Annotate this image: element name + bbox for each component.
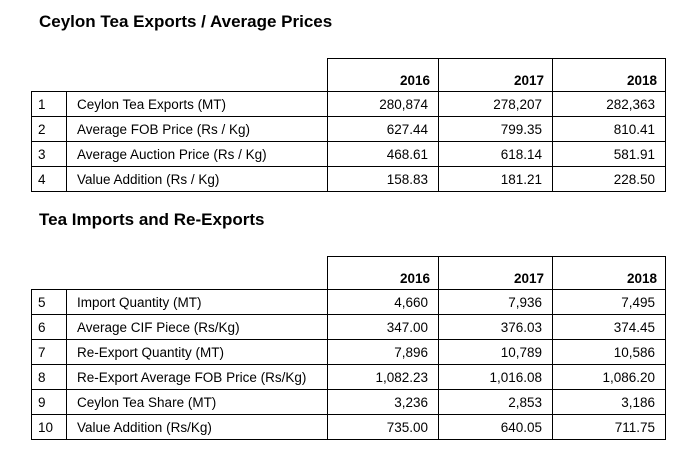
year-header-2016: 2016 xyxy=(327,58,439,92)
row-value-2016: 7,896 xyxy=(327,339,439,365)
row-label: Ceylon Tea Share (MT) xyxy=(66,389,328,415)
row-value-2018: 1,086.20 xyxy=(552,364,666,390)
row-value-2018: 810.41 xyxy=(552,116,666,142)
row-value-2017: 181.21 xyxy=(438,166,553,192)
table-row: 9 Ceylon Tea Share (MT) 3,236 2,853 3,18… xyxy=(31,389,666,415)
exports-section-title: Ceylon Tea Exports / Average Prices xyxy=(39,12,333,31)
row-label: Re-Export Average FOB Price (Rs/Kg) xyxy=(66,364,328,390)
row-value-2018: 228.50 xyxy=(552,166,666,192)
table-row: 3 Average Auction Price (Rs / Kg) 468.61… xyxy=(31,141,666,167)
row-value-2017: 618.14 xyxy=(438,141,553,167)
row-value-2016: 347.00 xyxy=(327,314,439,340)
table-row: 7 Re-Export Quantity (MT) 7,896 10,789 1… xyxy=(31,339,666,365)
row-label: Average CIF Piece (Rs/Kg) xyxy=(66,314,328,340)
row-value-2018: 711.75 xyxy=(552,414,666,440)
year-header-2018: 2018 xyxy=(552,58,666,92)
row-label: Import Quantity (MT) xyxy=(66,289,328,315)
row-value-2018: 581.91 xyxy=(552,141,666,167)
table-header-row: 2016 2017 2018 xyxy=(32,256,666,290)
header-blank-cell xyxy=(32,257,67,290)
row-value-2016: 4,660 xyxy=(327,289,439,315)
row-value-2017: 376.03 xyxy=(438,314,553,340)
table-row: 4 Value Addition (Rs / Kg) 158.83 181.21… xyxy=(31,166,666,192)
table-row: 1 Ceylon Tea Exports (MT) 280,874 278,20… xyxy=(31,91,666,117)
year-header-2017: 2017 xyxy=(438,256,553,290)
row-value-2016: 627.44 xyxy=(327,116,439,142)
row-value-2017: 640.05 xyxy=(438,414,553,440)
table-header-row: 2016 2017 2018 xyxy=(32,58,666,92)
table-row: 10 Value Addition (Rs/Kg) 735.00 640.05 … xyxy=(31,414,666,440)
row-value-2018: 282,363 xyxy=(552,91,666,117)
header-blank-cell xyxy=(67,257,328,290)
row-number: 2 xyxy=(31,116,67,142)
row-value-2017: 7,936 xyxy=(438,289,553,315)
row-number: 10 xyxy=(31,414,67,440)
row-number: 3 xyxy=(31,141,67,167)
row-number: 4 xyxy=(31,166,67,192)
row-value-2017: 2,853 xyxy=(438,389,553,415)
row-value-2018: 10,586 xyxy=(552,339,666,365)
table-row: 5 Import Quantity (MT) 4,660 7,936 7,495 xyxy=(31,289,666,315)
row-number: 1 xyxy=(31,91,67,117)
header-blank-cell xyxy=(32,59,67,92)
row-number: 7 xyxy=(31,339,67,365)
table-row: 6 Average CIF Piece (Rs/Kg) 347.00 376.0… xyxy=(31,314,666,340)
row-value-2017: 10,789 xyxy=(438,339,553,365)
imports-section-title: Tea Imports and Re-Exports xyxy=(39,210,265,229)
row-value-2016: 3,236 xyxy=(327,389,439,415)
header-blank-cell xyxy=(67,59,328,92)
row-value-2016: 735.00 xyxy=(327,414,439,440)
row-value-2016: 468.61 xyxy=(327,141,439,167)
row-label: Value Addition (Rs/Kg) xyxy=(66,414,328,440)
row-value-2018: 374.45 xyxy=(552,314,666,340)
row-value-2017: 278,207 xyxy=(438,91,553,117)
exports-table: 2016 2017 2018 1 Ceylon Tea Exports (MT)… xyxy=(31,58,666,192)
table-row: 8 Re-Export Average FOB Price (Rs/Kg) 1,… xyxy=(31,364,666,390)
row-label: Ceylon Tea Exports (MT) xyxy=(66,91,328,117)
row-value-2018: 3,186 xyxy=(552,389,666,415)
year-header-2016: 2016 xyxy=(327,256,439,290)
year-header-2018: 2018 xyxy=(552,256,666,290)
row-value-2017: 799.35 xyxy=(438,116,553,142)
row-value-2016: 280,874 xyxy=(327,91,439,117)
row-label: Average Auction Price (Rs / Kg) xyxy=(66,141,328,167)
row-number: 8 xyxy=(31,364,67,390)
row-label: Average FOB Price (Rs / Kg) xyxy=(66,116,328,142)
row-number: 5 xyxy=(31,289,67,315)
row-value-2016: 158.83 xyxy=(327,166,439,192)
row-label: Value Addition (Rs / Kg) xyxy=(66,166,328,192)
row-value-2017: 1,016.08 xyxy=(438,364,553,390)
row-number: 9 xyxy=(31,389,67,415)
imports-table: 2016 2017 2018 5 Import Quantity (MT) 4,… xyxy=(31,256,666,440)
row-label: Re-Export Quantity (MT) xyxy=(66,339,328,365)
year-header-2017: 2017 xyxy=(438,58,553,92)
row-value-2016: 1,082.23 xyxy=(327,364,439,390)
table-row: 2 Average FOB Price (Rs / Kg) 627.44 799… xyxy=(31,116,666,142)
row-value-2018: 7,495 xyxy=(552,289,666,315)
row-number: 6 xyxy=(31,314,67,340)
